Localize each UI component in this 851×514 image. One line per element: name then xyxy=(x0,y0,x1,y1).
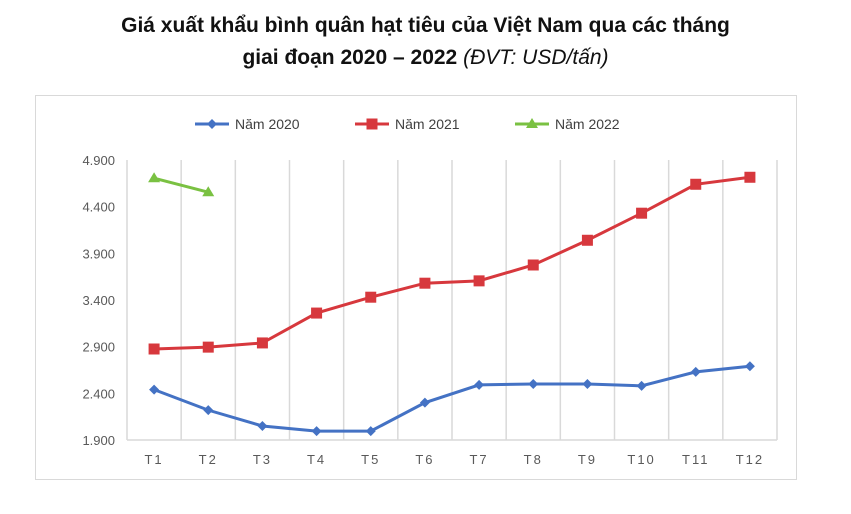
x-tick-label: T8 xyxy=(524,452,543,467)
data-point xyxy=(527,259,539,271)
y-tick-label: 2.900 xyxy=(82,340,115,355)
x-tick-label: T12 xyxy=(736,452,764,467)
unit-label: (ĐVT: USD/tấn) xyxy=(463,46,609,69)
data-point xyxy=(581,234,593,246)
chart-title: Giá xuất khẩu bình quân hạt tiêu của Việ… xyxy=(0,10,851,74)
y-tick-label: 4.400 xyxy=(82,200,115,215)
data-point xyxy=(202,186,215,197)
data-point xyxy=(690,178,702,190)
data-point xyxy=(257,421,268,431)
x-tick-label: T4 xyxy=(307,452,326,467)
y-tick-label: 2.400 xyxy=(82,386,115,401)
data-point xyxy=(473,275,485,287)
legend-marker xyxy=(366,118,378,130)
x-tick-label: T9 xyxy=(578,452,597,467)
data-point xyxy=(582,379,593,389)
chart-frame xyxy=(35,95,797,480)
data-point xyxy=(636,207,648,219)
data-point xyxy=(744,171,756,183)
data-point xyxy=(256,337,268,349)
y-tick-label: 3.400 xyxy=(82,293,115,308)
data-point xyxy=(419,277,431,289)
y-tick-label: 3.900 xyxy=(82,246,115,261)
data-point xyxy=(690,366,701,377)
x-tick-label: T1 xyxy=(144,452,163,467)
y-tick-label: 1.900 xyxy=(82,433,115,448)
legend-label: Năm 2020 xyxy=(235,116,300,132)
data-point xyxy=(474,379,485,390)
data-point xyxy=(311,426,322,437)
series-line-2 xyxy=(153,176,209,194)
x-tick-label: T6 xyxy=(415,452,434,467)
x-tick-label: T11 xyxy=(682,452,709,467)
data-point xyxy=(636,380,647,391)
data-point xyxy=(528,379,539,389)
data-point xyxy=(148,343,160,355)
title-line-2: giai đoạn 2020 – 2022 (ĐVT: USD/tấn) xyxy=(0,42,851,74)
data-point xyxy=(203,405,214,416)
data-point xyxy=(365,291,377,303)
x-tick-label: T2 xyxy=(199,452,218,467)
data-point xyxy=(149,384,160,395)
data-point xyxy=(365,426,376,437)
series-line-0 xyxy=(153,364,751,433)
title-line-2-text: giai đoạn 2020 – 2022 xyxy=(242,46,458,69)
data-point xyxy=(419,397,430,408)
x-tick-label: T3 xyxy=(253,452,272,467)
y-tick-label: 4.900 xyxy=(82,153,115,168)
data-point xyxy=(148,172,161,183)
data-point xyxy=(311,307,323,319)
data-point xyxy=(202,341,214,353)
legend-label: Năm 2022 xyxy=(555,116,620,132)
series-line-1 xyxy=(154,175,751,351)
x-tick-label: T5 xyxy=(361,452,380,467)
legend-marker xyxy=(207,119,217,129)
x-tick-label: T7 xyxy=(469,452,488,467)
legend-label: Năm 2021 xyxy=(395,116,460,132)
data-point xyxy=(744,361,755,372)
x-tick-label: T10 xyxy=(627,452,655,467)
title-line-1: Giá xuất khẩu bình quân hạt tiêu của Việ… xyxy=(121,14,730,37)
legend-marker xyxy=(526,118,538,128)
